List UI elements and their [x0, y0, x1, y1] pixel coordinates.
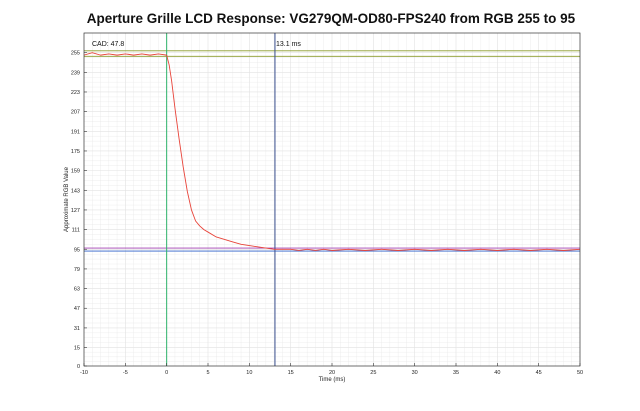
- y-tick-label: 0: [77, 364, 80, 370]
- y-tick-label: 239: [71, 70, 80, 76]
- grid-lines: [84, 33, 580, 366]
- x-tick-label: -10: [80, 370, 88, 376]
- cad-annotation: CAD: 47.8: [92, 41, 124, 48]
- x-tick-label: 25: [370, 370, 376, 376]
- x-tick-label: 10: [246, 370, 252, 376]
- y-tick-label: 63: [74, 287, 80, 293]
- response-series-line: [83, 52, 581, 251]
- x-tick-label: 5: [206, 370, 209, 376]
- x-axis-label: Time (ms): [319, 377, 346, 383]
- y-tick-label: 255: [71, 51, 80, 57]
- x-tick-label: 20: [329, 370, 335, 376]
- x-tick-label: 0: [165, 370, 168, 376]
- y-tick-label: 223: [71, 90, 80, 96]
- y-tick-label: 79: [74, 267, 80, 273]
- response-time-annotation: 13.1 ms: [276, 41, 301, 48]
- y-tick-label: 143: [71, 188, 80, 194]
- x-tick-label: 15: [288, 370, 294, 376]
- y-tick-label: 95: [74, 247, 80, 253]
- y-tick-label: 207: [71, 110, 80, 116]
- reference-lines: [84, 33, 580, 366]
- x-tick-label: 45: [536, 370, 542, 376]
- y-tick-label: 175: [71, 149, 80, 155]
- y-axis-label: Approximate RGB Value: [64, 166, 70, 232]
- y-tick-label: 15: [74, 346, 80, 352]
- y-tick-label: 191: [71, 129, 80, 135]
- tick-labels: -10 -5 0 5 10 15 20 25 30 35 40 45 50 0 15 31 47 63 79 95 11…: [71, 51, 583, 376]
- x-tick-label: 50: [577, 370, 583, 376]
- x-tick-label: -5: [123, 370, 128, 376]
- x-tick-label: 30: [412, 370, 418, 376]
- y-tick-label: 47: [74, 306, 80, 312]
- series-layer: [83, 52, 581, 251]
- chart-title: Aperture Grille LCD Response: VG279QM-OD…: [87, 11, 576, 26]
- x-tick-label: 40: [494, 370, 500, 376]
- y-tick-label: 111: [72, 228, 80, 234]
- y-tick-label: 159: [71, 169, 80, 175]
- y-tick-label: 31: [74, 326, 80, 332]
- x-tick-label: 35: [453, 370, 459, 376]
- y-tick-label: 127: [71, 208, 80, 214]
